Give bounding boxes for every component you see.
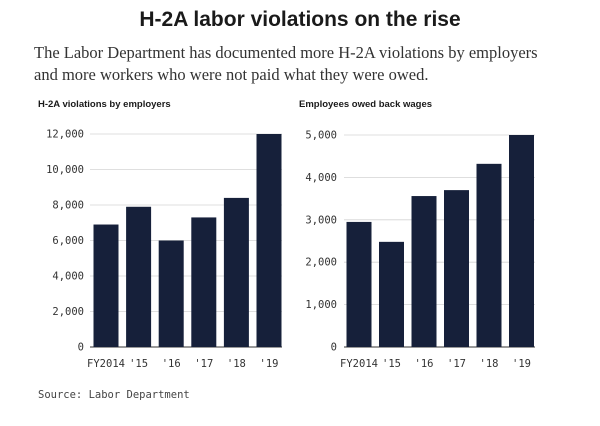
left-y-tick-label: 4,000	[52, 271, 84, 283]
right-y-tick-label: 0	[331, 342, 337, 354]
right-bar	[444, 190, 469, 347]
right-bar	[509, 135, 534, 347]
left-bar	[191, 217, 217, 347]
subtitle-line-1: The Labor Department has documented more…	[34, 43, 538, 62]
left-x-tick-label: '19	[260, 358, 279, 370]
left-bar	[93, 224, 119, 347]
left-chart-title: H-2A violations by employers	[38, 99, 171, 110]
chart-subtitle: The Labor Department has documented more…	[34, 42, 574, 86]
right-bar	[476, 163, 502, 347]
left-x-tick-label: '16	[162, 358, 181, 370]
left-x-tick-label: '18	[227, 358, 246, 370]
left-y-tick-label: 12,000	[46, 129, 84, 141]
right-y-tick-label: 1,000	[305, 299, 337, 311]
right-y-tick-label: 3,000	[305, 214, 337, 226]
right-bar	[411, 196, 437, 347]
left-bar	[256, 134, 282, 347]
left-bar	[126, 206, 152, 347]
subtitle-line-2: and more workers who were not paid what …	[34, 65, 429, 84]
right-y-tick-label: 5,000	[305, 130, 337, 142]
left-bar	[223, 197, 249, 347]
left-x-tick-label: '15	[129, 358, 148, 370]
source-note: Source: Labor Department	[38, 389, 190, 401]
right-x-tick-label: '17	[447, 358, 466, 370]
left-y-tick-label: 2,000	[52, 306, 84, 318]
left-y-tick-label: 6,000	[52, 235, 84, 247]
right-bar	[379, 241, 404, 347]
right-chart-title: Employees owed back wages	[299, 99, 433, 110]
right-x-tick-label: FY2014	[340, 358, 378, 370]
left-y-tick-label: 0	[78, 342, 84, 354]
left-x-tick-label: FY2014	[87, 358, 125, 370]
right-bar	[346, 221, 372, 347]
left-y-tick-label: 10,000	[46, 164, 84, 176]
left-bar	[158, 240, 184, 347]
right-y-tick-label: 4,000	[305, 172, 337, 184]
right-x-tick-label: '15	[382, 358, 401, 370]
right-x-tick-label: '19	[512, 358, 531, 370]
left-y-tick-label: 8,000	[52, 200, 84, 212]
right-y-tick-label: 2,000	[305, 257, 337, 269]
right-x-tick-label: '16	[415, 358, 434, 370]
left-x-tick-label: '17	[194, 358, 213, 370]
right-x-tick-label: '18	[480, 358, 499, 370]
chart-headline: H-2A labor violations on the rise	[139, 8, 461, 31]
